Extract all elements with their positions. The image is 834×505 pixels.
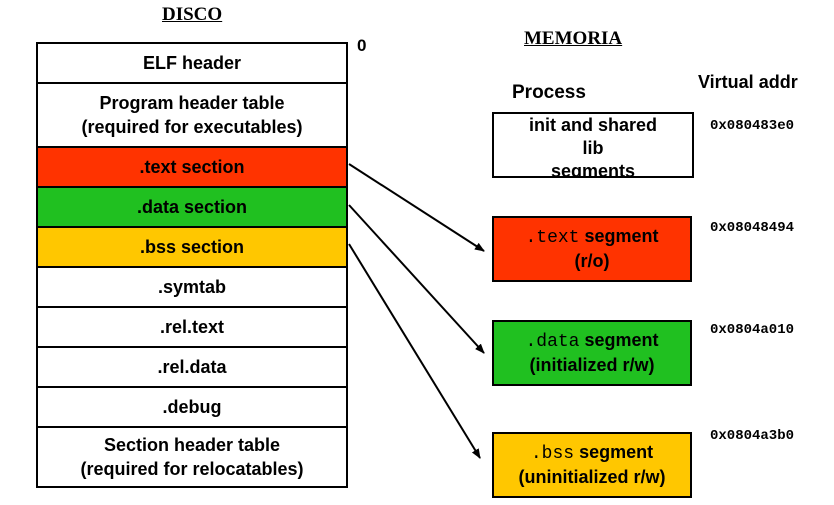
rel-text-section: .rel.text (38, 308, 346, 348)
data-segment-title: .data segment (525, 329, 658, 354)
bss-section: .bss section (38, 228, 346, 268)
data-section: .data section (38, 188, 346, 228)
disk-title: DISCO (162, 4, 223, 25)
bss-segment: .bss segment (uninitialized r/w) (492, 432, 692, 498)
elf-file-layout: ELF header Program header table (require… (36, 42, 348, 488)
bss-segment-code: .bss (530, 444, 575, 464)
data-mapping-arrow (348, 204, 485, 354)
init-segment-address: 0x080483e0 (710, 118, 795, 134)
bss-segment-word: segment (579, 442, 654, 462)
data-segment-code: .data (525, 332, 580, 352)
section-header-table-section: Section header table (required for reloc… (38, 428, 346, 486)
init-shared-lib-segment: init and shared lib segments (492, 112, 694, 178)
init-segment-label: init and shared lib segments (528, 115, 658, 178)
symtab-section: .symtab (38, 268, 346, 308)
bss-mapping-arrow (348, 243, 481, 459)
text-segment: .text segment (r/o) (492, 216, 692, 282)
text-segment-permissions: (r/o) (574, 251, 610, 271)
text-segment-address: 0x08048494 (710, 220, 795, 236)
text-segment-code: .text (525, 228, 580, 248)
text-mapping-arrow (348, 163, 485, 252)
data-segment: .data segment (initialized r/w) (492, 320, 692, 386)
text-section: .text section (38, 148, 346, 188)
bss-segment-permissions: (uninitialized r/w) (518, 467, 666, 487)
program-header-table-section: Program header table (required for execu… (38, 84, 346, 148)
data-segment-address: 0x0804a010 (710, 322, 795, 338)
text-segment-word: segment (584, 226, 659, 246)
process-header: Process (512, 82, 586, 103)
bss-segment-address: 0x0804a3b0 (710, 428, 795, 444)
data-segment-word: segment (584, 330, 659, 350)
data-segment-permissions: (initialized r/w) (529, 355, 655, 375)
offset-zero-label: 0 (357, 36, 367, 55)
memory-title: MEMORIA (524, 28, 623, 49)
rel-data-section: .rel.data (38, 348, 346, 388)
text-segment-title: .text segment (525, 225, 658, 250)
virtual-addr-header: Virtual addr (698, 72, 798, 92)
debug-section: .debug (38, 388, 346, 428)
elf-header-section: ELF header (38, 44, 346, 84)
bss-segment-title: .bss segment (531, 441, 653, 466)
